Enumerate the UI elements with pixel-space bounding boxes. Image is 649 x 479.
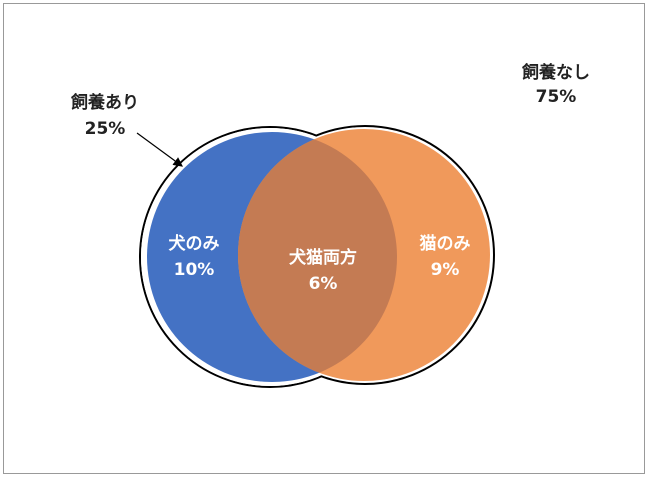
region-value: 10%: [174, 260, 215, 280]
no-label: 飼養なし: [521, 62, 590, 83]
no-value: 75%: [536, 87, 577, 107]
yes-label: 飼養あり: [70, 92, 139, 113]
region-label: 犬のみ: [169, 233, 220, 254]
overlap: [238, 132, 397, 381]
arrow: [136, 132, 183, 167]
yes-value: 25%: [85, 119, 126, 139]
region-value: 9%: [431, 260, 460, 280]
region-value: 6%: [309, 274, 338, 294]
region-label: 犬猫両方: [289, 247, 357, 268]
region-label: 猫のみ: [420, 233, 471, 254]
